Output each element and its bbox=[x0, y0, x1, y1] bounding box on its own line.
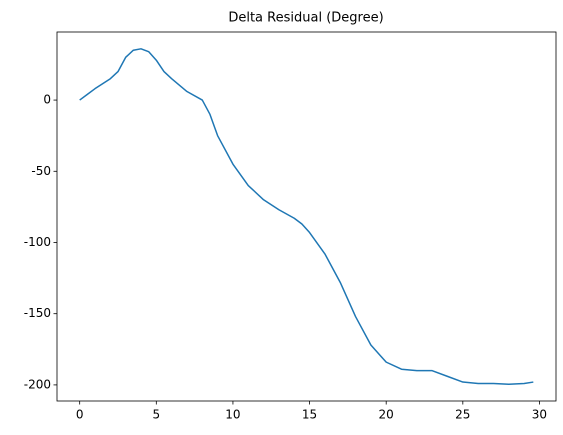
chart-title: Delta Residual (Degree) bbox=[228, 11, 383, 26]
y-tick-label: -50 bbox=[31, 164, 51, 178]
y-tick-label: -150 bbox=[24, 306, 51, 320]
y-tick-label: 0 bbox=[43, 93, 51, 107]
x-tick-label: 30 bbox=[532, 408, 547, 422]
y-tick-label: -200 bbox=[24, 377, 51, 391]
y-tick-label: -100 bbox=[24, 235, 51, 249]
line bbox=[79, 48, 534, 385]
x-tick-label: 15 bbox=[302, 408, 317, 422]
x-tick-label: 20 bbox=[379, 408, 394, 422]
x-tick-label: 25 bbox=[455, 408, 470, 422]
x-tick-label: 5 bbox=[152, 408, 160, 422]
axes-frame bbox=[56, 31, 557, 402]
x-tick-label: 0 bbox=[76, 408, 84, 422]
x-tick-label: 10 bbox=[225, 408, 240, 422]
